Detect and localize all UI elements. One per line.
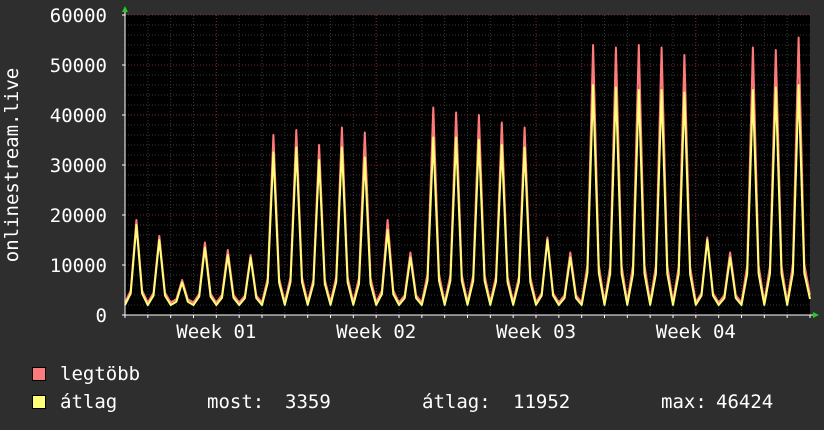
major-grid	[125, 14, 810, 315]
x-axis-arrow-icon	[813, 312, 819, 318]
x-tick-label: Week 01	[176, 321, 256, 343]
stat-now-label: most:	[207, 391, 265, 413]
series-layer	[124, 36, 811, 306]
y-tick-label: 30000	[50, 155, 107, 177]
x-tick-label: Week 02	[336, 321, 416, 343]
y-tick-label: 50000	[50, 55, 107, 77]
stat-max-label: max:	[661, 391, 707, 413]
legend-item-atlag: átlag most: 3359 átlag: 11952 max: 46424	[32, 391, 802, 413]
y-tick-label: 20000	[50, 205, 107, 227]
stat-avg-label: átlag:	[422, 391, 491, 413]
legend-label-atlag: átlag	[60, 391, 118, 413]
y-tick-label: 10000	[50, 255, 107, 277]
stat-avg-value: 11952	[513, 391, 571, 413]
y-tick-label: 0	[96, 305, 107, 327]
y-tick-labels: 0 10000 20000 30000 40000 50000 60000	[50, 5, 107, 327]
x-tick-label: Week 04	[656, 321, 736, 343]
y-tick-label: 60000	[50, 5, 107, 27]
series-line-atlag	[124, 84, 811, 306]
x-tick-label: Week 03	[496, 321, 576, 343]
legend-label-legtobb: legtöbb	[60, 363, 141, 385]
y-axis-arrow-icon	[122, 6, 128, 12]
stat-now-value: 3359	[285, 391, 331, 413]
y-tick-label: 40000	[50, 105, 107, 127]
legtobb-swatch	[32, 367, 46, 381]
atlag-swatch	[32, 395, 46, 409]
y-axis-label: onlinestream.live	[1, 68, 23, 262]
axes	[122, 6, 819, 318]
stat-max-value: 46424	[716, 391, 774, 413]
x-tick-labels: Week 01 Week 02 Week 03 Week 04	[176, 321, 736, 343]
